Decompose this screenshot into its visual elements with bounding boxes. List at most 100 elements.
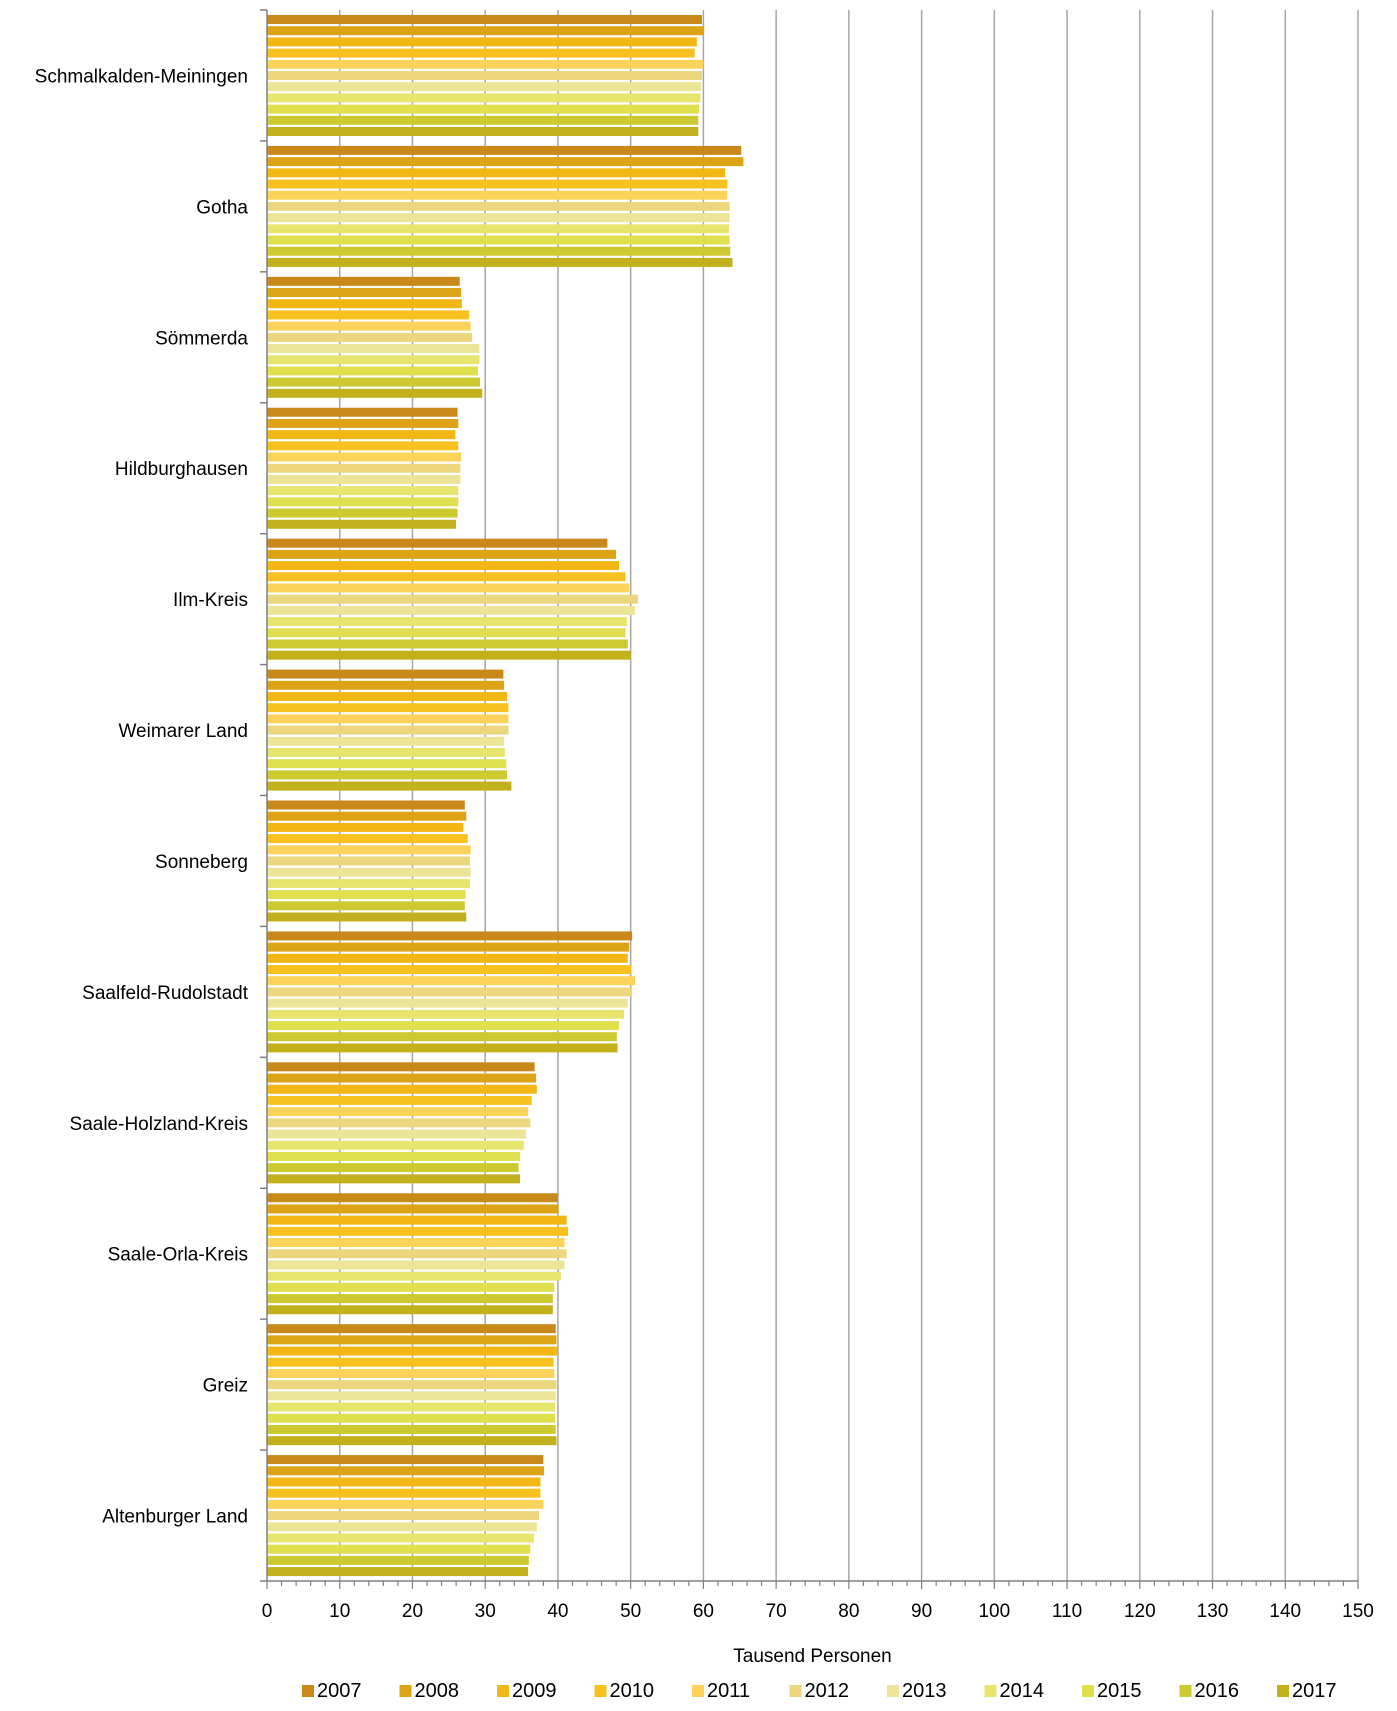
bar-2008-5 bbox=[267, 680, 505, 690]
bar-2010-4 bbox=[267, 572, 626, 582]
bar-2017-6 bbox=[267, 912, 467, 922]
bar-2007-2 bbox=[267, 276, 460, 286]
bar-2012-5 bbox=[267, 725, 509, 735]
bar-2008-6 bbox=[267, 811, 467, 821]
bar-2010-10 bbox=[267, 1357, 554, 1367]
bar-2010-9 bbox=[267, 1226, 569, 1236]
bar-2012-4 bbox=[267, 594, 638, 604]
bar-2014-10 bbox=[267, 1402, 556, 1412]
bar-2012-0 bbox=[267, 71, 702, 80]
legend-swatch bbox=[692, 1685, 704, 1697]
bar-2007-5 bbox=[267, 669, 504, 679]
bar-2012-7 bbox=[267, 987, 633, 997]
bar-2008-10 bbox=[267, 1335, 557, 1345]
bar-2008-11 bbox=[267, 1466, 545, 1476]
bar-2007-10 bbox=[267, 1324, 556, 1334]
bar-2015-2 bbox=[267, 366, 478, 376]
category-labels: Schmalkalden-Meiningen Gotha Sömmerda Hildb… bbox=[35, 66, 249, 1527]
bar-2014-1 bbox=[267, 224, 729, 234]
bar-2013-5 bbox=[267, 736, 505, 746]
bar-2016-11 bbox=[267, 1555, 529, 1565]
x-tick-label: 50 bbox=[620, 1601, 641, 1622]
bar-2014-2 bbox=[267, 355, 480, 365]
bar-2016-2 bbox=[267, 377, 481, 387]
bar-2010-7 bbox=[267, 965, 632, 975]
bar-2011-9 bbox=[267, 1238, 565, 1248]
bar-2011-4 bbox=[267, 583, 630, 593]
bar-2015-9 bbox=[267, 1282, 555, 1292]
category-label: Weimarer Land bbox=[118, 721, 248, 742]
x-tick-labels: 0 10 20 30 40 50 60 70 80 90 100 110 120 130 140 150 bbox=[262, 1601, 1374, 1622]
bar-2012-11 bbox=[267, 1511, 540, 1521]
legend-swatch bbox=[789, 1685, 802, 1697]
bar-2017-0 bbox=[267, 127, 699, 136]
bar-2015-3 bbox=[267, 497, 459, 507]
bar-2009-6 bbox=[267, 822, 464, 832]
x-tick-label: 0 bbox=[262, 1601, 273, 1622]
bar-2015-0 bbox=[267, 104, 700, 114]
bar-2009-8 bbox=[267, 1084, 537, 1094]
bar-2012-9 bbox=[267, 1249, 567, 1259]
legend: 2007 2008 2009 2010 2011 2012 2013 2014 2015 2016… bbox=[302, 1680, 1337, 1702]
bar-2007-4 bbox=[267, 538, 608, 548]
legend-label: 2017 bbox=[1292, 1680, 1337, 1702]
bar-2007-8 bbox=[267, 1062, 535, 1072]
category-label: Gotha bbox=[196, 197, 248, 218]
bar-2007-11 bbox=[267, 1455, 544, 1465]
bar-2007-6 bbox=[267, 800, 465, 810]
bar-2008-3 bbox=[267, 418, 459, 428]
bar-2012-2 bbox=[267, 332, 473, 342]
category-label: Hildburghausen bbox=[115, 459, 248, 480]
bar-2017-1 bbox=[267, 257, 733, 267]
bar-2011-7 bbox=[267, 976, 636, 986]
category-label: Saale-Orla-Kreis bbox=[108, 1245, 248, 1266]
x-axis-title: Tausend Personen bbox=[733, 1646, 891, 1667]
x-tick-label: 60 bbox=[693, 1601, 714, 1622]
bar-2010-5 bbox=[267, 703, 509, 713]
bar-2013-10 bbox=[267, 1391, 556, 1401]
gridlines bbox=[338, 10, 1359, 1581]
bar-2014-6 bbox=[267, 878, 470, 888]
legend-swatch bbox=[594, 1685, 607, 1697]
legend-label: 2012 bbox=[805, 1680, 850, 1702]
x-tick-label: 30 bbox=[475, 1601, 496, 1622]
bar-2008-0 bbox=[267, 26, 705, 36]
bar-2008-4 bbox=[267, 549, 617, 559]
bar-2007-7 bbox=[267, 931, 633, 941]
bar-2014-0 bbox=[267, 93, 701, 103]
x-tick-label: 150 bbox=[1342, 1601, 1374, 1622]
bar-2009-10 bbox=[267, 1346, 558, 1356]
bar-2014-8 bbox=[267, 1140, 524, 1150]
bar-2016-0 bbox=[267, 115, 699, 125]
bar-2013-4 bbox=[267, 605, 636, 615]
bar-2012-6 bbox=[267, 856, 470, 866]
bar-2017-3 bbox=[267, 519, 457, 529]
bar-2013-11 bbox=[267, 1522, 537, 1532]
bar-2011-6 bbox=[267, 845, 471, 855]
bar-2016-3 bbox=[267, 508, 458, 518]
x-tick-label: 90 bbox=[911, 1601, 932, 1622]
bar-2013-1 bbox=[267, 213, 730, 223]
category-label: Sonneberg bbox=[155, 852, 248, 873]
legend-label: 2010 bbox=[610, 1680, 655, 1702]
bar-2016-1 bbox=[267, 246, 731, 256]
bar-2014-4 bbox=[267, 617, 628, 627]
bar-2017-7 bbox=[267, 1043, 618, 1053]
bar-2009-3 bbox=[267, 430, 456, 440]
x-tick-label: 100 bbox=[978, 1601, 1010, 1622]
legend-swatch bbox=[1082, 1685, 1094, 1697]
legend-label: 2011 bbox=[707, 1680, 750, 1702]
legend-label: 2016 bbox=[1195, 1680, 1240, 1702]
bar-2011-8 bbox=[267, 1107, 529, 1117]
bar-2007-1 bbox=[267, 145, 742, 155]
x-tick-label: 110 bbox=[1052, 1601, 1082, 1622]
bar-2014-7 bbox=[267, 1009, 625, 1019]
legend-label: 2008 bbox=[415, 1680, 460, 1702]
bar-2015-5 bbox=[267, 759, 507, 769]
bar-2010-3 bbox=[267, 441, 459, 451]
bar-2009-0 bbox=[267, 37, 697, 47]
bar-2015-8 bbox=[267, 1151, 521, 1161]
bar-2007-9 bbox=[267, 1193, 558, 1203]
bar-2009-11 bbox=[267, 1477, 541, 1487]
bar-2008-7 bbox=[267, 942, 630, 952]
